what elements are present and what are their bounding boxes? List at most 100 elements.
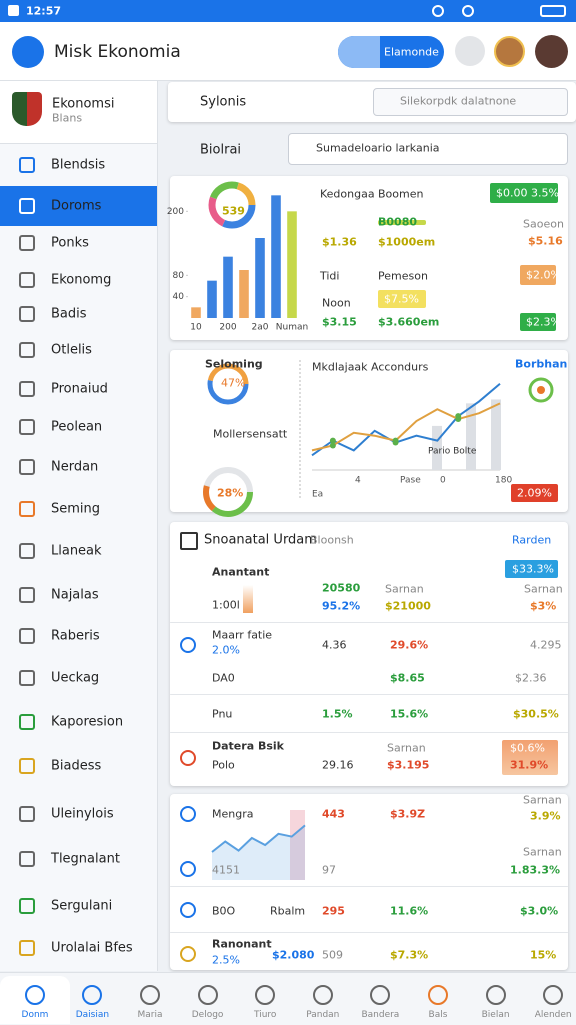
sidebar-item[interactable]: Tlegnalant (51, 851, 120, 867)
tab-label[interactable]: Alenden (534, 1010, 572, 1020)
sidebar-item[interactable]: Blendsis (51, 157, 106, 173)
tab-icon (543, 985, 564, 1005)
stat: $5.16 (528, 234, 563, 248)
list-cell: 4151 (212, 863, 240, 877)
highlight-box (502, 740, 558, 775)
stat: Boomen (378, 187, 424, 201)
list-cell: $7.3% (390, 948, 429, 962)
sidebar-item[interactable]: Kaporesion (51, 714, 124, 730)
divider (170, 732, 568, 733)
tab-label[interactable]: Daisian (75, 1010, 110, 1020)
row-icon (180, 637, 196, 653)
table-cell: 29.16 (322, 758, 354, 772)
sidebar-item[interactable]: Otlelis (51, 342, 92, 358)
sidebar-item[interactable]: Nerdan (51, 459, 99, 475)
icon-button[interactable] (455, 36, 485, 66)
badge-text: $33.3% (512, 562, 554, 576)
profile-crest (12, 92, 42, 126)
status-icon (8, 5, 19, 16)
sidebar-item[interactable]: Badis (51, 306, 87, 322)
nav-icon (19, 851, 35, 867)
table-cell: Sarnan (524, 582, 563, 596)
search-placeholder[interactable]: Sylonis (200, 94, 247, 110)
row-icon (180, 946, 196, 962)
sidebar-item[interactable]: Najalas (51, 587, 99, 603)
sidebar-item[interactable]: Seming (51, 501, 101, 517)
list-cell: 295 (322, 904, 345, 918)
badge (378, 290, 426, 308)
nav-icon (19, 501, 35, 517)
stat: $1.36 (322, 235, 357, 249)
list-cell: 1.83.3% (510, 863, 560, 877)
tab-label[interactable]: Donm (21, 1010, 49, 1020)
toolbar-label: Biolrai (200, 142, 242, 158)
status-icon (462, 5, 474, 17)
table-cell: 2.0% (212, 643, 240, 657)
nav-icon (19, 459, 35, 475)
filter-text[interactable]: Silekorpdk dalatnone (400, 94, 517, 108)
table-cell: 4.295 (530, 638, 562, 652)
sidebar-item[interactable]: Pronaiud (51, 381, 108, 397)
table-header: Anantant (212, 565, 270, 579)
avatar[interactable] (535, 35, 568, 68)
tab-label[interactable]: Maria (137, 1010, 163, 1020)
table-cell: Datera Bsik (212, 739, 284, 753)
tab-label[interactable]: Pandan (306, 1010, 340, 1020)
nav-icon (19, 587, 35, 603)
sidebar-item[interactable]: Raberis (51, 628, 100, 644)
card-action[interactable]: Rarden (512, 533, 552, 547)
select[interactable] (288, 133, 568, 165)
stat: B0080 (378, 215, 417, 229)
chart-title: Mkdlajaak Accondurs (312, 360, 429, 374)
tab-label[interactable]: Tiuro (253, 1010, 277, 1020)
table-cell: Maarr fatie (212, 628, 273, 642)
tab-label[interactable]: Bals (428, 1010, 448, 1020)
profile-sub: Blans (52, 111, 83, 125)
row-icon (180, 750, 196, 766)
tab-label[interactable]: Bielan (481, 1010, 510, 1020)
badge (490, 183, 558, 203)
sidebar-item[interactable]: Uleinylois (51, 806, 114, 822)
sidebar-item[interactable]: Ponks (51, 235, 89, 251)
sidebar-item[interactable]: Doroms (51, 198, 102, 214)
sidebar-item[interactable]: Ekonomg (51, 272, 112, 288)
table-cell: 31.9% (510, 758, 549, 772)
table-cell: $2.36 (515, 671, 547, 685)
stat: Noon (322, 296, 351, 310)
table-cell: $3.195 (387, 758, 430, 772)
sidebar-item[interactable]: Peolean (51, 419, 103, 435)
sidebar-item[interactable]: Sergulani (51, 898, 113, 914)
badge-text: 2.09% (517, 486, 552, 500)
stat: Kedongaa (320, 187, 375, 201)
list-cell: 15% (530, 948, 557, 962)
stat: $7.5% (384, 292, 419, 306)
back-button[interactable] (12, 36, 44, 68)
nav-icon (19, 940, 35, 956)
stat: $0.00 3.5% (496, 186, 559, 200)
avatar[interactable] (494, 36, 525, 67)
select-value[interactable]: Sumadeloario larkania (316, 141, 440, 155)
stat: $2.3% (526, 315, 561, 329)
page-title: Misk Ekonomia (54, 42, 181, 62)
tab-label[interactable]: Bandera (361, 1010, 400, 1020)
sidebar-item[interactable]: Ueckag (51, 670, 100, 686)
tab-icon (25, 985, 45, 1005)
table-cell: 15.6% (390, 707, 429, 721)
divider (170, 886, 568, 887)
list-cell: 2.5% (212, 953, 240, 967)
nav-icon (19, 898, 35, 914)
donut-label: 47% (221, 376, 246, 390)
tab-icon (370, 985, 391, 1005)
nav-icon (19, 714, 35, 730)
filter-input[interactable] (373, 88, 568, 116)
table-cell: 1:00l (212, 598, 240, 612)
list-cell: 97 (322, 863, 336, 877)
tab-label[interactable]: Delogo (191, 1010, 224, 1020)
card-title: Seloming (205, 357, 263, 371)
sidebar-item[interactable]: Llaneak (51, 543, 102, 559)
table-cell: $3% (530, 599, 557, 613)
sidebar-item[interactable]: Biadess (51, 758, 102, 774)
pill-label[interactable]: Elamonde (384, 45, 439, 59)
sidebar-item[interactable]: Urolalai Bfes (51, 940, 133, 956)
list-cell: $3.0% (520, 904, 559, 918)
